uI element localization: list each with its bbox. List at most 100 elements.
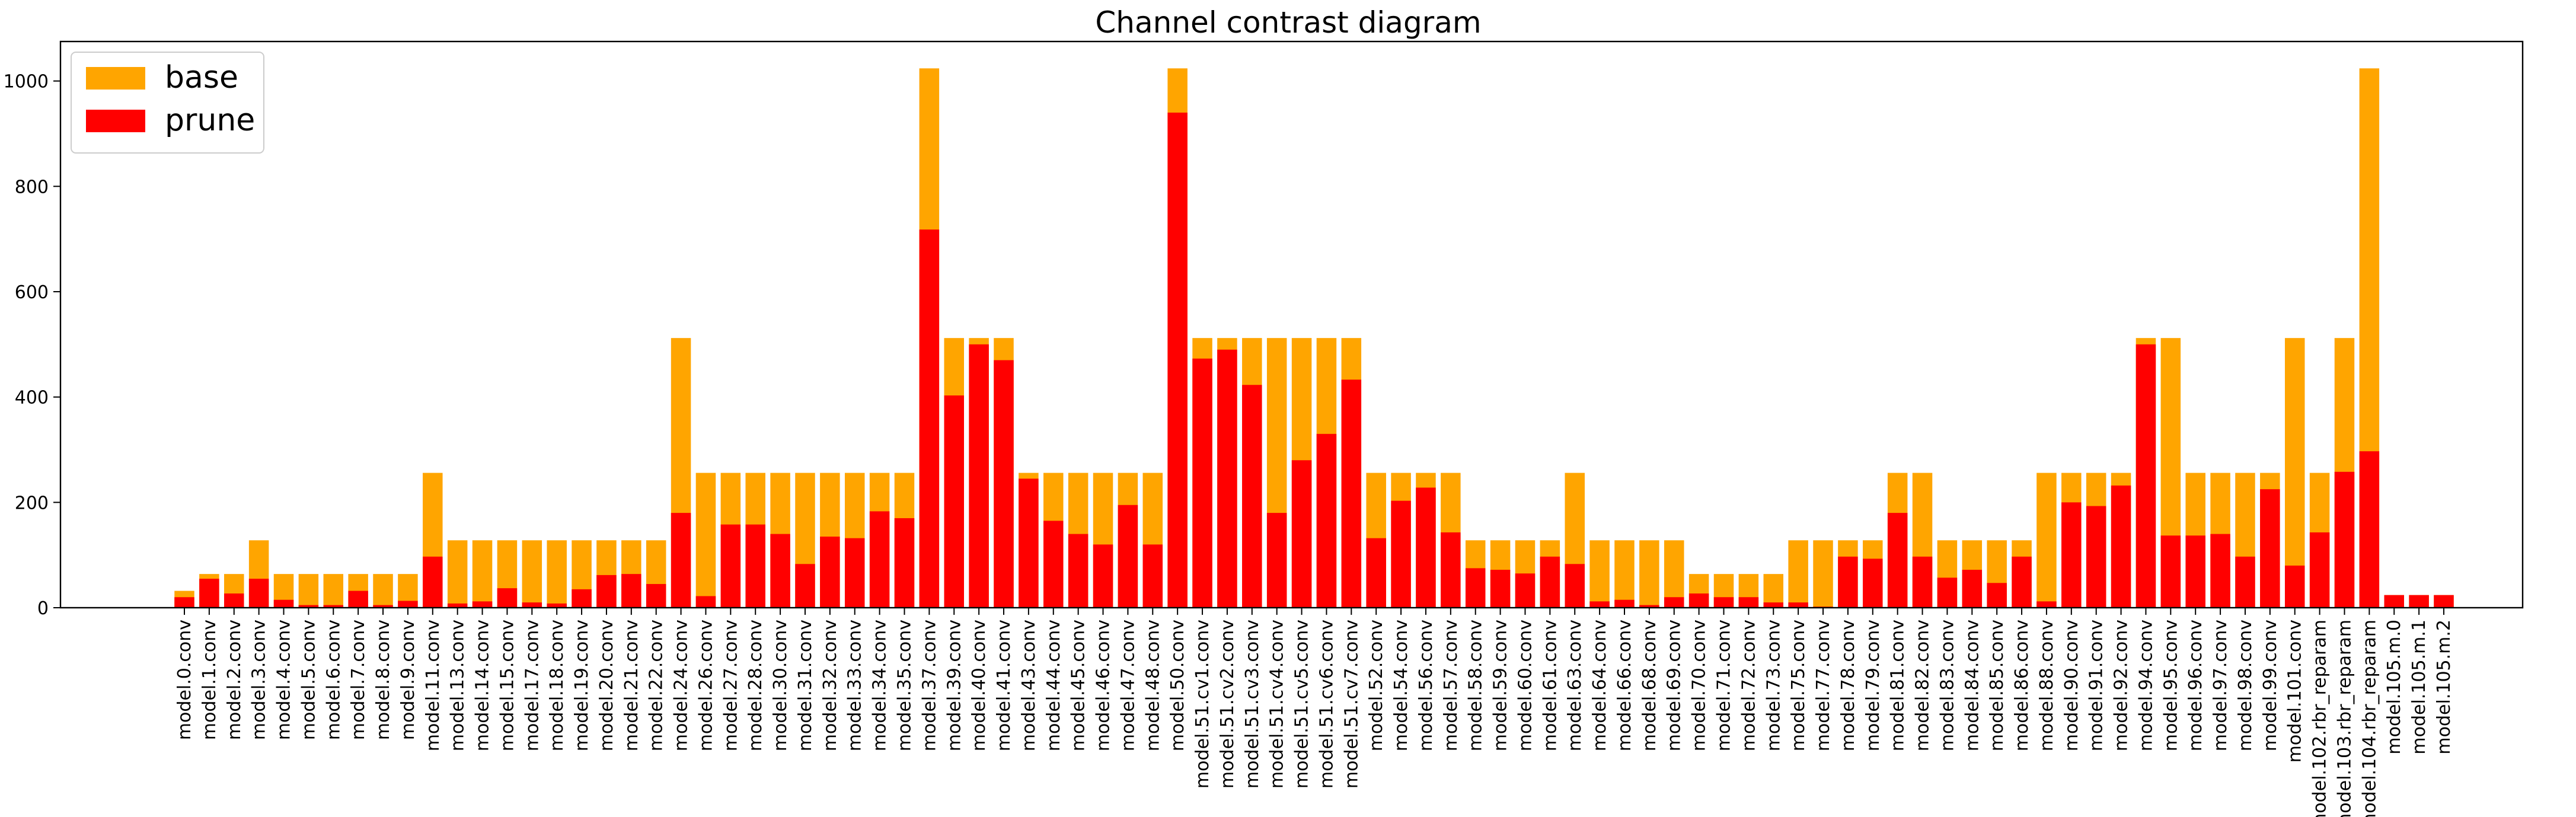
prune-bar — [199, 579, 219, 608]
prune-bar — [621, 574, 641, 608]
base-bar — [373, 574, 393, 608]
x-tick-label: model.11.conv — [423, 620, 443, 751]
y-tick-label: 200 — [15, 493, 49, 513]
x-tick-label: model.69.conv — [1664, 620, 1685, 751]
x-tick-label: model.14.conv — [473, 620, 493, 751]
prune-bar — [1341, 379, 1362, 608]
prune-bar — [1441, 532, 1461, 608]
base-bar — [323, 574, 344, 608]
prune-bar — [671, 513, 691, 608]
prune-bar — [398, 601, 418, 608]
prune-bar — [224, 593, 244, 608]
prune-bar — [1788, 602, 1808, 608]
y-axis: 0 200 400 600 800 1000 — [4, 72, 60, 619]
prune-bar — [1639, 605, 1659, 608]
base-bar — [547, 540, 567, 608]
prune-bar — [572, 589, 592, 608]
base-bar — [695, 473, 716, 608]
x-tick-label: model.24.conv — [671, 620, 692, 751]
prune-legend-swatch — [86, 110, 145, 132]
base-bar — [1639, 540, 1659, 608]
x-tick-label: model.68.conv — [1639, 620, 1660, 751]
x-tick-label: model.2.conv — [224, 620, 245, 740]
prune-bar — [2260, 489, 2280, 608]
prune-bar — [1614, 599, 1635, 608]
x-tick-label: model.20.conv — [596, 620, 617, 751]
prune-bar — [2334, 471, 2355, 608]
prune-bar — [2111, 485, 2131, 608]
prune-bar — [1515, 573, 1536, 608]
prune-bar — [2235, 556, 2255, 608]
x-tick-label: model.73.conv — [1763, 620, 1784, 751]
base-legend-swatch — [86, 67, 145, 90]
x-tick-label: model.44.conv — [1043, 620, 1064, 751]
prune-bar — [1664, 597, 1684, 608]
prune-bar — [1540, 556, 1560, 608]
x-tick-label: model.28.conv — [745, 620, 766, 751]
prune-bar — [2409, 595, 2429, 608]
prune-bar — [1912, 556, 1933, 608]
prune-bar — [1118, 505, 1138, 608]
x-tick-label: model.101.conv — [2285, 620, 2306, 762]
prune-bar — [248, 579, 269, 608]
chart-title: Channel contrast diagram — [1095, 5, 1481, 40]
x-tick-label: model.4.conv — [274, 620, 295, 740]
prune-bar — [373, 605, 393, 608]
prune-bar — [1142, 544, 1163, 608]
prune-bar — [1465, 568, 1486, 608]
x-tick-label: model.102.rbr_reparam — [2310, 620, 2331, 817]
x-tick-label: model.6.conv — [323, 620, 344, 740]
prune-bar — [547, 603, 567, 608]
x-tick-label: model.50.conv — [1167, 620, 1188, 751]
x-tick-label: model.1.conv — [199, 620, 220, 740]
x-tick-label: model.71.conv — [1714, 620, 1735, 751]
x-tick-label: model.72.conv — [1738, 620, 1759, 751]
prune-bar — [1490, 570, 1511, 608]
x-tick-label: model.104.rbr_reparam — [2359, 620, 2380, 817]
x-tick-label: model.51.cv5.conv — [1292, 620, 1313, 789]
prune-bars — [174, 112, 2454, 608]
prune-bar — [1987, 583, 2007, 608]
x-tick-label: model.19.conv — [572, 620, 592, 751]
prune-bar — [1366, 538, 1386, 608]
x-tick-label: model.60.conv — [1515, 620, 1536, 751]
prune-bar — [820, 537, 840, 608]
x-tick-label: model.52.conv — [1366, 620, 1387, 751]
prune-bar — [894, 518, 915, 608]
prune-bar — [1192, 358, 1212, 608]
prune-bar — [2160, 535, 2181, 608]
prune-bar — [2036, 601, 2057, 608]
prune-bar — [2185, 535, 2205, 608]
legend: base prune — [71, 52, 264, 154]
x-tick-label: model.17.conv — [522, 620, 542, 751]
prune-bar — [994, 360, 1014, 608]
base-bar — [2036, 473, 2057, 608]
x-tick-label: model.92.conv — [2111, 620, 2132, 751]
base-bar — [472, 540, 493, 608]
prune-bar — [1763, 602, 1784, 608]
x-tick-label: model.82.conv — [1913, 620, 1933, 751]
base-legend-label: base — [165, 60, 238, 95]
x-tick-label: model.63.conv — [1565, 620, 1585, 751]
x-tick-label: model.48.conv — [1142, 620, 1163, 751]
x-tick-label: model.35.conv — [894, 620, 915, 751]
prune-bar — [646, 584, 666, 608]
prune-bar — [1713, 597, 1734, 608]
x-tick-label: model.78.conv — [1838, 620, 1859, 751]
y-tick-label: 600 — [15, 282, 49, 303]
prune-bar — [770, 534, 790, 608]
x-tick-label: model.51.cv2.conv — [1217, 620, 1238, 789]
x-tick-label: model.75.conv — [1788, 620, 1809, 751]
x-tick-label: model.64.conv — [1589, 620, 1610, 751]
prune-bar — [1416, 487, 1436, 608]
x-tick-label: model.7.conv — [348, 620, 369, 740]
x-tick-label: model.94.conv — [2136, 620, 2156, 751]
x-tick-label: model.85.conv — [1987, 620, 2007, 751]
prune-bar — [1391, 500, 1411, 608]
prune-bar — [2012, 556, 2032, 608]
x-tick-label: model.46.conv — [1093, 620, 1114, 751]
prune-bar — [1688, 593, 1709, 608]
x-tick-label: model.66.conv — [1614, 620, 1635, 751]
prune-bar — [1167, 112, 1188, 608]
